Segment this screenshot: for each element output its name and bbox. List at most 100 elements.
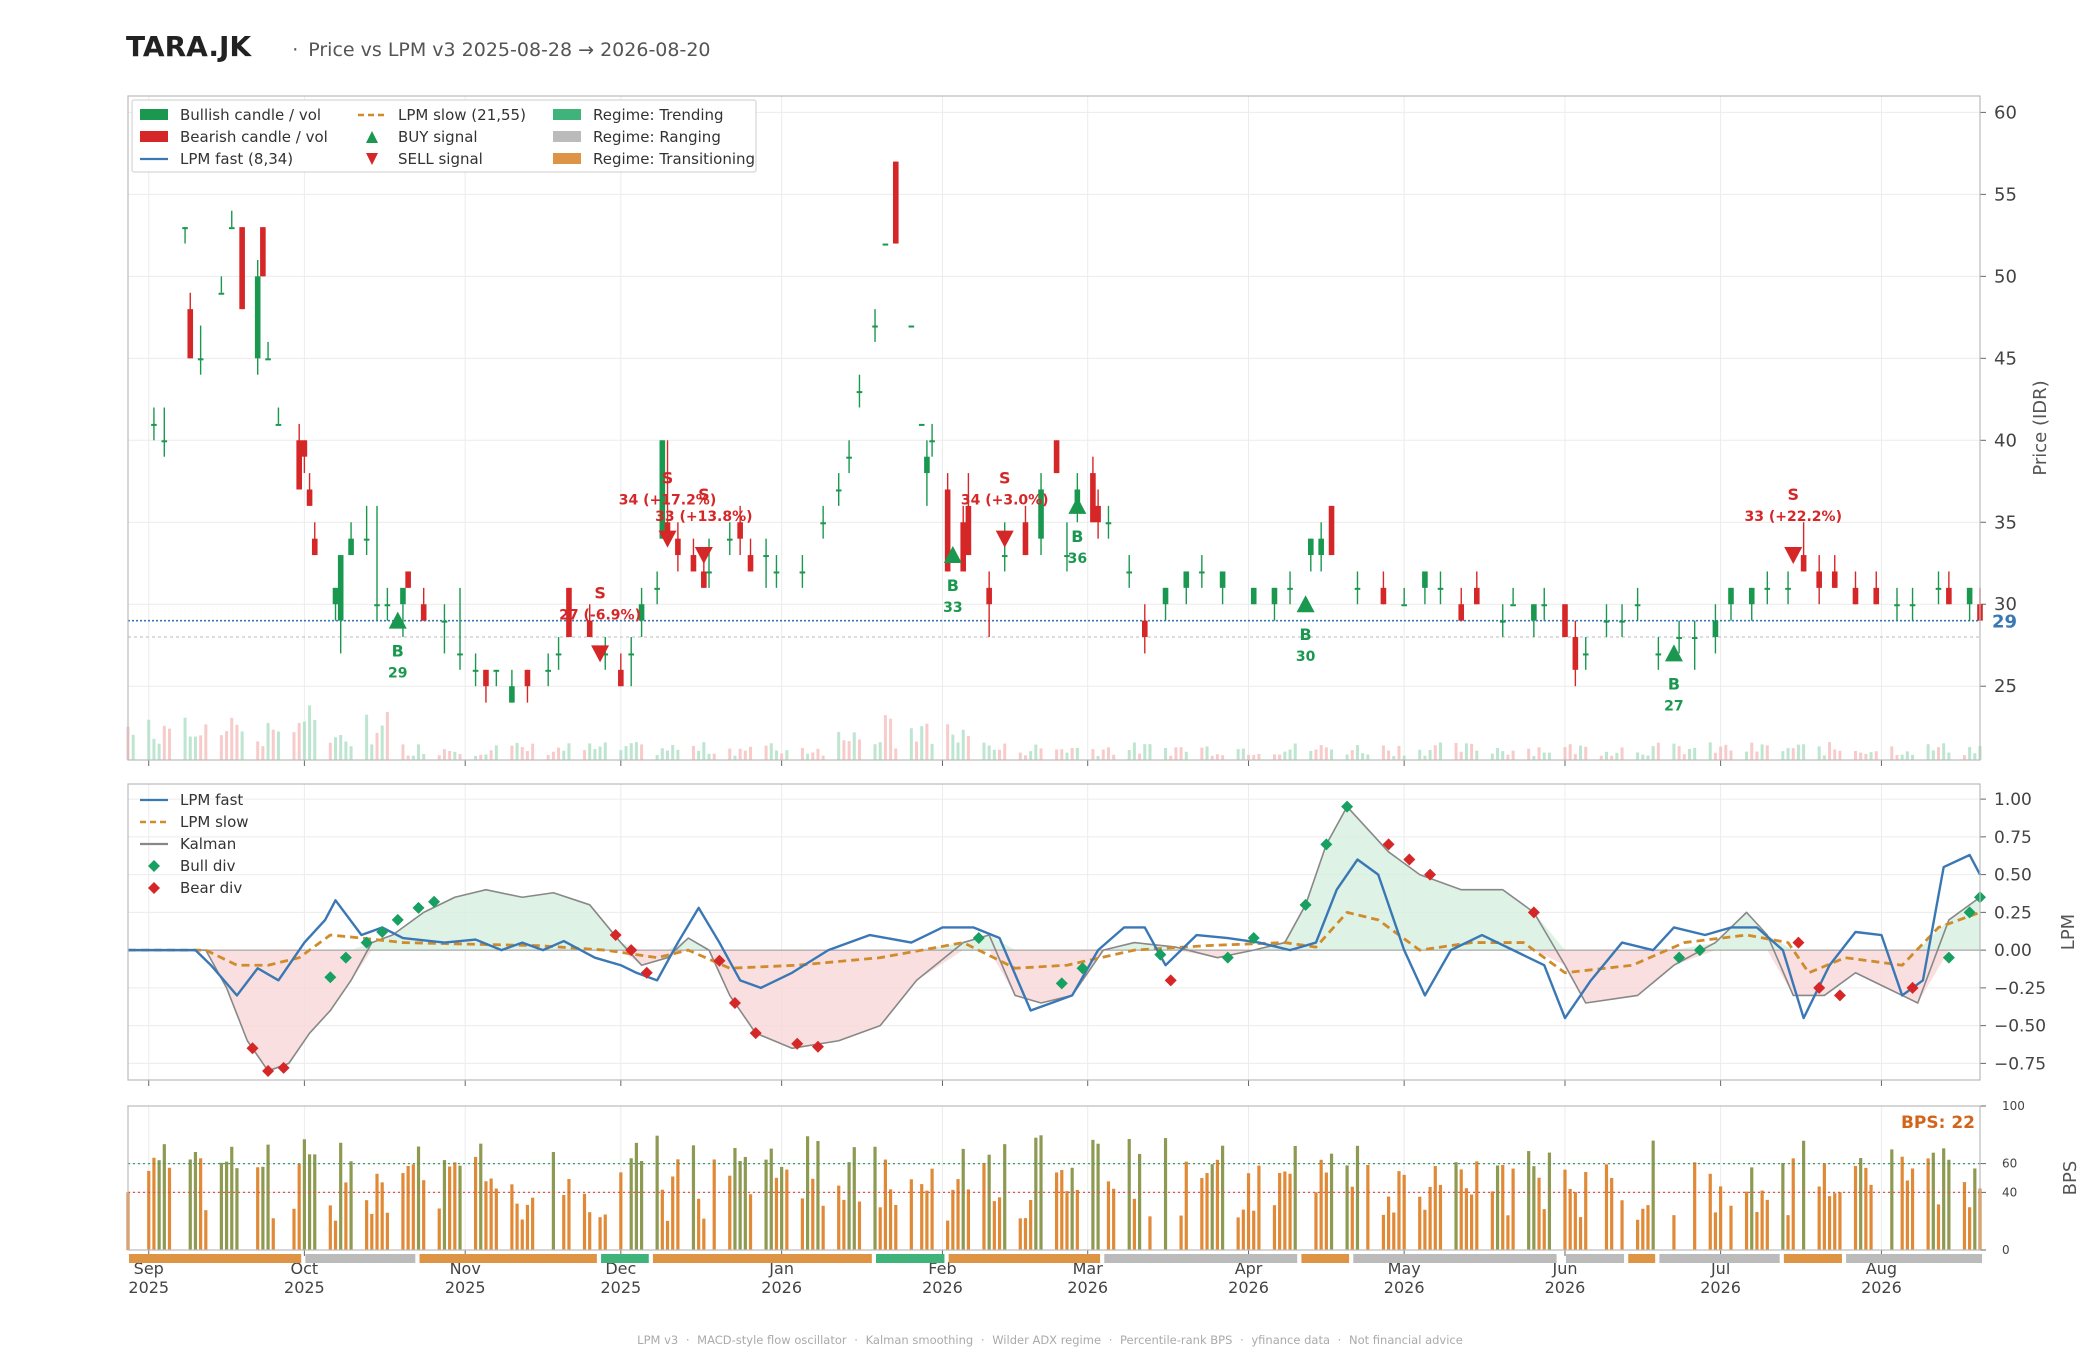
candle-body [182,227,188,230]
volume-bar [909,728,913,760]
candle [1162,587,1169,621]
candle [747,538,754,572]
candle [1619,604,1625,638]
candle-body [1800,555,1807,572]
volume-bar [1817,746,1821,760]
volume-bar [1454,742,1458,760]
x-tick-year: 2026 [1545,1278,1586,1297]
bps-bar [697,1198,701,1250]
bps-bar [1438,1184,1443,1250]
bps-tick-label: 40 [2002,1185,2017,1199]
bps-bar [1506,1215,1510,1250]
bps-bar [1672,1215,1676,1250]
candle [675,522,681,572]
volume-bar [1791,748,1795,760]
candle [1785,571,1791,605]
candle [1473,571,1480,605]
volume-bar [738,748,742,760]
bps-bar [1252,1210,1256,1250]
bps-bar [531,1197,535,1250]
volume-bar [883,715,887,760]
bps-bar [1345,1165,1349,1250]
candle [965,473,972,556]
bps-bar [821,1205,825,1250]
volume-bar [1034,744,1038,760]
volume-bar [852,732,856,760]
volume-bar [313,719,317,760]
bps-bar [1387,1196,1391,1250]
bull-div-marker [339,951,352,964]
bps-bar [1023,1218,1028,1250]
volume-bar [1345,754,1349,760]
volume-bar [1314,749,1318,760]
candle-body [296,440,302,490]
candle-body [872,325,878,328]
volume-bar [297,722,301,760]
candle-body [602,653,609,656]
bps-bar [634,1142,638,1250]
candle [1634,587,1641,621]
lpm-tick-label: −0.75 [1994,1054,2046,1074]
bps-bar [780,1166,784,1250]
volume-bar [1942,743,1946,760]
x-tick-label: Sep [134,1259,164,1278]
bps-bar [1241,1209,1245,1250]
volume-bar [764,745,768,760]
legend-label: LPM fast (8,34) [180,150,293,168]
volume-bar [1973,753,1977,760]
volume-bar [1257,753,1261,760]
bps-bar [147,1170,151,1250]
candle-body [265,358,271,361]
candle [773,555,780,588]
bps-bar [484,1181,488,1250]
bps-bar [1459,1169,1463,1250]
bull-div-marker [376,926,389,938]
volume-bar [806,753,810,760]
candle-body [1105,522,1112,525]
buy-marker [1296,595,1315,613]
volume-bar [1278,754,1282,760]
panel-border [127,1105,1981,1251]
bps-bar [1693,1162,1697,1250]
volume-bar [1075,747,1079,760]
volume-bar [619,750,623,760]
volume-bar [1724,744,1728,760]
candle-body [1001,555,1008,558]
volume-bar [235,724,239,760]
candle-body [509,686,515,703]
signal-letter: B [947,576,959,595]
bps-bar [946,1220,950,1250]
candle [1053,440,1060,474]
volume-bar [1018,752,1022,760]
candle [1935,571,1942,605]
bps-bar [448,1166,452,1250]
bps-bar [1859,1158,1863,1250]
bps-bar [1802,1140,1806,1250]
candle-body [524,669,531,687]
bps-bar [764,1159,768,1250]
candle-body [918,423,925,426]
candle-body [675,538,681,556]
x-tick-year: 2025 [600,1278,641,1297]
volume-bar [261,746,265,760]
x-tick-year: 2025 [284,1278,325,1297]
candle [1354,571,1361,605]
bear-div-marker [1792,936,1805,949]
legend-swatch [140,131,168,142]
candle-body [929,440,935,443]
bps-bar [676,1159,680,1250]
bps-bar [728,1175,732,1250]
kalman-fill-positive [128,806,1980,951]
bps-bar [1962,1182,1967,1250]
candle [1562,604,1568,638]
candle [151,407,157,441]
bps-bar [1719,1186,1723,1250]
candle-body [337,555,344,621]
bps-bar [1942,1148,1946,1250]
bps-bar [956,1179,960,1250]
volume-bar [1127,749,1131,760]
volume-bar [961,729,965,760]
candle-body [311,538,318,556]
candle [1126,555,1133,588]
candle [197,325,204,375]
